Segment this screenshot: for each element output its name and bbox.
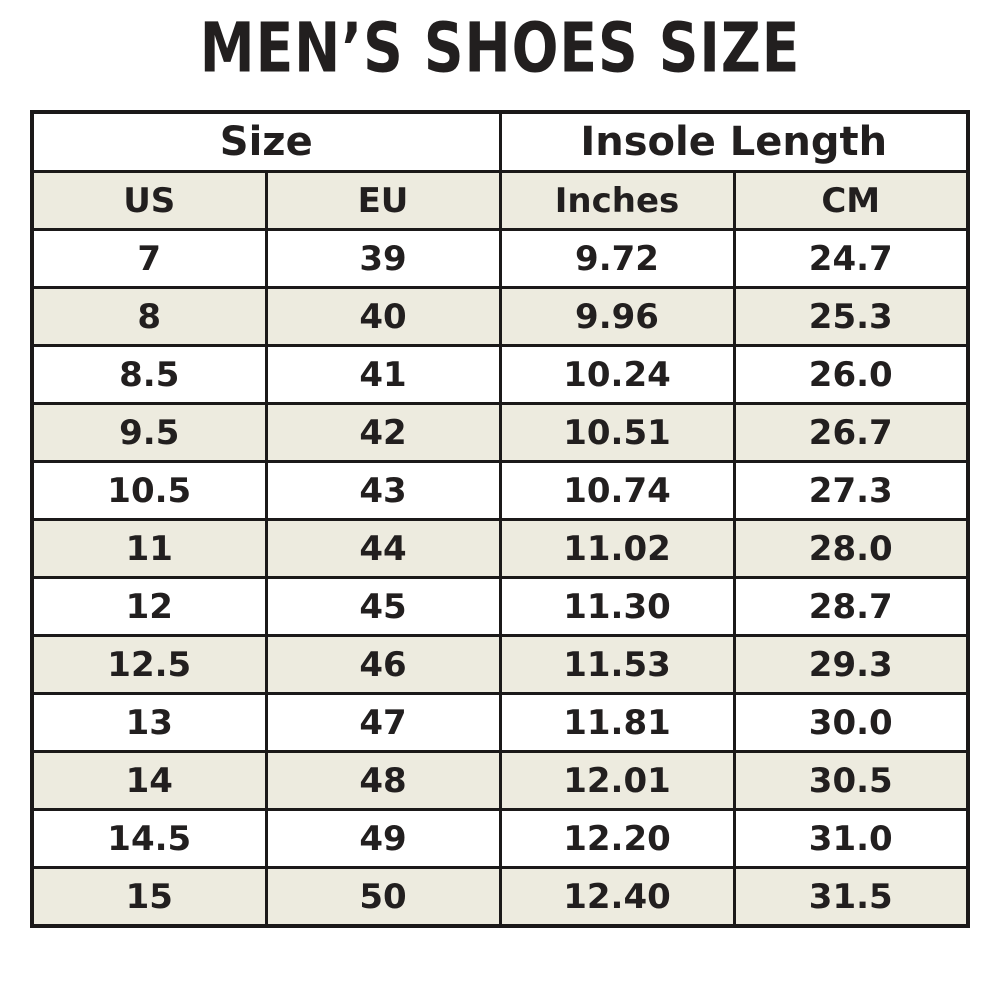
size-value-cell: 9.5: [30, 402, 268, 463]
table-row: 15 50 12.40 31.5: [30, 866, 970, 928]
size-value-cell: 10.24: [498, 344, 736, 405]
table-row: 14 48 12.01 30.5: [30, 750, 970, 811]
column-header-cm: CM: [732, 170, 970, 231]
size-value-cell: 10.51: [498, 402, 736, 463]
size-value-cell: 26.0: [732, 344, 970, 405]
table-row: 9.5 42 10.51 26.7: [30, 402, 970, 463]
size-value-cell: 8.5: [30, 344, 268, 405]
table-row: 8.5 41 10.24 26.0: [30, 344, 970, 405]
column-header-eu: EU: [264, 170, 502, 231]
size-value-cell: 29.3: [732, 634, 970, 695]
size-value-cell: 43: [264, 460, 502, 521]
size-value-cell: 12.01: [498, 750, 736, 811]
table-row: 10.5 43 10.74 27.3: [30, 460, 970, 521]
table-row: 12.5 46 11.53 29.3: [30, 634, 970, 695]
size-value-cell: 7: [30, 228, 268, 289]
size-value-cell: 31.0: [732, 808, 970, 869]
size-value-cell: 41: [264, 344, 502, 405]
size-value-cell: 26.7: [732, 402, 970, 463]
page-title: MEN’S SHOES SIZE: [0, 8, 1000, 88]
group-header-insole-length: Insole Length: [498, 110, 970, 173]
size-value-cell: 48: [264, 750, 502, 811]
size-value-cell: 11.30: [498, 576, 736, 637]
size-value-cell: 28.0: [732, 518, 970, 579]
size-value-cell: 11.53: [498, 634, 736, 695]
mens-shoe-size-table: Size Insole Length US EU Inches CM 7 39 9.…: [30, 110, 970, 928]
size-value-cell: 28.7: [732, 576, 970, 637]
size-value-cell: 30.0: [732, 692, 970, 753]
size-value-cell: 15: [30, 866, 268, 928]
size-value-cell: 14.5: [30, 808, 268, 869]
size-value-cell: 9.72: [498, 228, 736, 289]
size-value-cell: 12.20: [498, 808, 736, 869]
size-value-cell: 13: [30, 692, 268, 753]
size-value-cell: 50: [264, 866, 502, 928]
size-value-cell: 31.5: [732, 866, 970, 928]
size-value-cell: 45: [264, 576, 502, 637]
table-row: 11 44 11.02 28.0: [30, 518, 970, 579]
size-value-cell: 24.7: [732, 228, 970, 289]
size-value-cell: 30.5: [732, 750, 970, 811]
size-value-cell: 14: [30, 750, 268, 811]
size-value-cell: 12.5: [30, 634, 268, 695]
size-value-cell: 10.74: [498, 460, 736, 521]
size-value-cell: 12.40: [498, 866, 736, 928]
size-value-cell: 49: [264, 808, 502, 869]
table-body: 7 39 9.72 24.7 8 40 9.96 25.3 8.5 41 10.24 26.0 9.5 4…: [30, 228, 970, 928]
size-value-cell: 39: [264, 228, 502, 289]
size-value-cell: 12: [30, 576, 268, 637]
table-row: 8 40 9.96 25.3: [30, 286, 970, 347]
group-header-row: Size Insole Length: [30, 110, 970, 173]
column-header-us: US: [30, 170, 268, 231]
size-value-cell: 8: [30, 286, 268, 347]
table-row: 14.5 49 12.20 31.0: [30, 808, 970, 869]
size-value-cell: 40: [264, 286, 502, 347]
size-value-cell: 11: [30, 518, 268, 579]
table-row: 7 39 9.72 24.7: [30, 228, 970, 289]
size-value-cell: 10.5: [30, 460, 268, 521]
size-value-cell: 44: [264, 518, 502, 579]
size-value-cell: 11.02: [498, 518, 736, 579]
size-value-cell: 11.81: [498, 692, 736, 753]
table-head: Size Insole Length US EU Inches CM: [30, 110, 970, 231]
size-value-cell: 47: [264, 692, 502, 753]
size-value-cell: 27.3: [732, 460, 970, 521]
group-header-size: Size: [30, 110, 502, 173]
size-value-cell: 42: [264, 402, 502, 463]
size-value-cell: 9.96: [498, 286, 736, 347]
column-header-row: US EU Inches CM: [30, 170, 970, 231]
size-value-cell: 46: [264, 634, 502, 695]
table-row: 12 45 11.30 28.7: [30, 576, 970, 637]
page-title-text: MEN’S SHOES SIZE: [199, 8, 801, 89]
column-header-inches: Inches: [498, 170, 736, 231]
table-row: 13 47 11.81 30.0: [30, 692, 970, 753]
size-value-cell: 25.3: [732, 286, 970, 347]
